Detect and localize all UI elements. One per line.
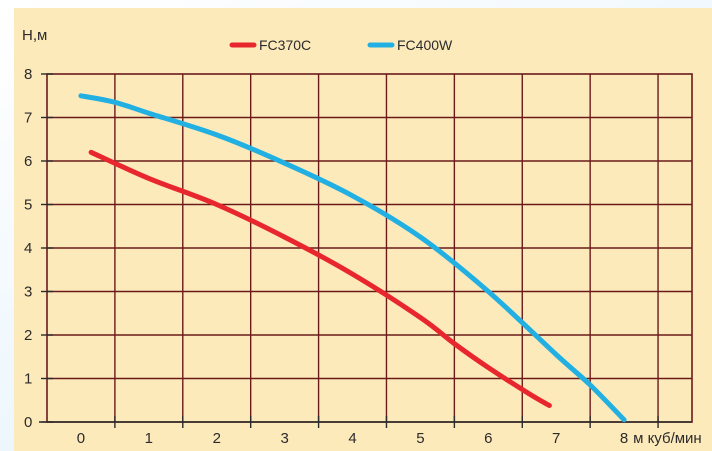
x-tick-label: 7 [552, 430, 560, 447]
legend-label-fc400w: FC400W [397, 37, 453, 53]
x-tick-label: 0 [77, 430, 85, 447]
x-axis-title: м куб/мин [633, 430, 702, 447]
x-tick-label: 8 [620, 430, 628, 447]
y-tick-label: 1 [24, 371, 32, 388]
y-tick-label: 2 [24, 327, 32, 344]
x-tick-label: 4 [348, 430, 356, 447]
y-tick-label: 5 [24, 197, 32, 214]
x-tick-label: 3 [280, 430, 288, 447]
x-tick-label: 2 [213, 430, 221, 447]
x-tick-label: 5 [416, 430, 424, 447]
series-line-fc370c [88, 149, 552, 408]
y-tick-label: 8 [24, 66, 32, 83]
y-tick-label: 7 [24, 110, 32, 127]
legend-label-fc370c: FC370C [259, 37, 311, 53]
y-axis-title: H,м [22, 27, 47, 44]
chart-panel [14, 8, 712, 451]
y-tick-label: 4 [24, 240, 32, 257]
y-tick-label: 6 [24, 153, 32, 170]
x-tick-label: 1 [145, 430, 153, 447]
y-tick-label: 3 [24, 284, 32, 301]
series-line-fc400w [78, 93, 627, 423]
y-tick-label: 0 [24, 414, 32, 431]
x-tick-label: 6 [484, 430, 492, 447]
